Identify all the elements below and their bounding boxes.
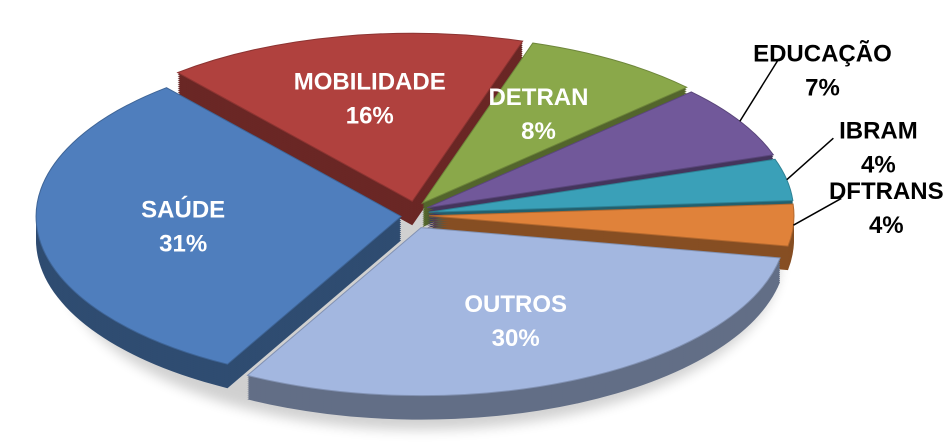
- slice-value-label: 7%: [805, 74, 840, 101]
- slice: [246, 227, 781, 397]
- slice-tops: [35, 32, 795, 397]
- slice-value-label: 31%: [159, 230, 207, 257]
- slice-value-label: 8%: [521, 118, 556, 145]
- leader-line: [786, 137, 834, 181]
- slice-value-label: 4%: [869, 212, 904, 239]
- slice-label: DETRAN: [488, 84, 588, 111]
- slice-value-label: 16%: [346, 102, 394, 129]
- labels: MOBILIDADE16%DETRAN8%EDUCAÇÃO7%IBRAM4%DF…: [141, 39, 943, 352]
- slice: [428, 158, 794, 213]
- slice: [176, 32, 524, 202]
- leader-line: [793, 197, 842, 226]
- slice-value-label: 4%: [861, 152, 896, 179]
- slice-value-label: 30%: [492, 325, 540, 352]
- leader-line: [739, 60, 779, 122]
- slice: [35, 87, 402, 365]
- slice-label: MOBILIDADE: [294, 68, 446, 95]
- slice-label: DFTRANS: [829, 178, 944, 205]
- slice-label: SAÚDE: [141, 195, 225, 223]
- slice: [426, 91, 775, 209]
- slice: [421, 42, 688, 205]
- slice-label: EDUCAÇÃO: [753, 39, 892, 67]
- slice-label: OUTROS: [464, 291, 567, 318]
- slice-label: IBRAM: [839, 118, 918, 145]
